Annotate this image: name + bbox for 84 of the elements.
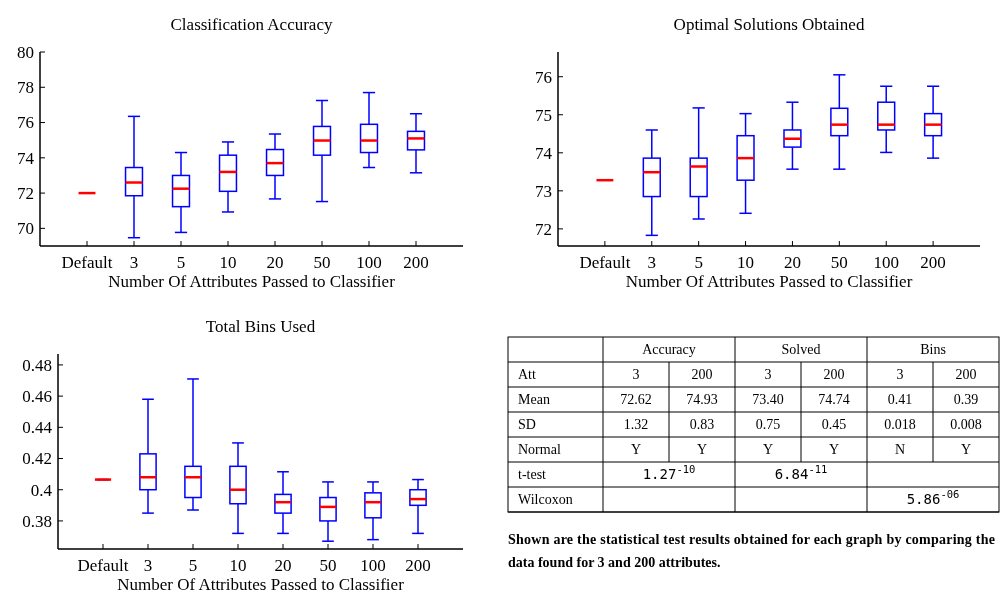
x-tick-label: Default	[77, 556, 129, 575]
y-tick-label: 80	[17, 42, 34, 62]
text: 3	[896, 367, 904, 383]
category-label: SD	[518, 417, 536, 433]
x-tick-label: 20	[783, 253, 801, 272]
text: 0.83	[689, 417, 715, 433]
y-tick-label: 74	[535, 143, 553, 163]
x-tick-label: 10	[219, 253, 237, 272]
text: 0.45	[821, 417, 847, 433]
text: 0.008	[950, 417, 982, 433]
x-tick-label: 100	[356, 253, 382, 272]
x-tick-label: 100	[360, 556, 386, 575]
text: 200	[823, 367, 845, 383]
y-tick-label: 72	[17, 184, 34, 204]
category-label: Mean	[518, 392, 550, 408]
y-tick-label: 0.38	[22, 511, 52, 531]
text: Y	[960, 442, 972, 458]
y-tick-label: 76	[17, 113, 34, 133]
x-tick-label: 5	[188, 556, 198, 575]
x-tick-label: 200	[403, 253, 429, 272]
text: 1.32	[623, 417, 649, 433]
y-tick-label: 78	[17, 78, 34, 98]
y-tick-label: 74	[17, 148, 35, 168]
y-tick-label: 70	[17, 219, 34, 239]
text: 3	[632, 367, 640, 383]
x-tick-label: 200	[920, 253, 946, 272]
text: 74.93	[686, 392, 718, 408]
text: Y	[762, 442, 774, 458]
text: 200	[691, 367, 713, 383]
x-tick-label: 5	[694, 253, 703, 272]
category-label: t-test	[518, 467, 546, 483]
text: 200	[955, 367, 977, 383]
x-tick-label: 5	[176, 253, 186, 272]
x-tick-label: 3	[129, 253, 139, 272]
chart-title: Total Bins Used	[205, 317, 316, 336]
text: Y	[630, 442, 642, 458]
category-label: Accuracy	[642, 342, 696, 358]
text: 0.41	[887, 392, 913, 408]
x-tick-label: 100	[873, 253, 899, 272]
y-tick-label: 0.44	[22, 418, 53, 438]
x-tick-label: Default	[579, 253, 631, 272]
x-tick-label: Default	[61, 253, 113, 272]
x-tick-label: 20	[274, 556, 292, 575]
text: 6.84$^{-11}$	[774, 463, 828, 483]
x-tick-label: 50	[830, 253, 848, 272]
y-tick-label: 72	[535, 219, 552, 239]
text: Y	[828, 442, 840, 458]
chart-title: Optimal Solutions Obtained	[673, 15, 865, 34]
x-axis-title: Number Of Attributes Passed to Classifier	[108, 272, 396, 291]
x-tick-label: 3	[647, 253, 657, 272]
x-axis-title: Number Of Attributes Passed to Classifier	[117, 575, 405, 594]
x-tick-label: 3	[143, 556, 153, 575]
text: 0.39	[953, 392, 979, 408]
text: 73.40	[752, 392, 784, 408]
y-tick-label: 0.42	[22, 449, 52, 469]
y-tick-label: 0.4	[30, 480, 53, 500]
category-label: Normal	[518, 442, 561, 458]
y-tick-label: 0.46	[22, 387, 52, 407]
text: 3	[764, 367, 772, 383]
y-tick-label: 73	[535, 181, 552, 201]
text: Y	[696, 442, 708, 458]
y-tick-label: 75	[535, 105, 552, 125]
y-tick-label: 76	[535, 67, 552, 87]
text: Shown are the statistical test results obtained for each graph by comparing the data found for 3 and 200 attributes.	[508, 532, 995, 570]
text: N	[894, 442, 906, 458]
x-tick-label: 20	[266, 253, 284, 272]
text: 72.62	[620, 392, 652, 408]
x-tick-label: 10	[229, 556, 247, 575]
text: 1.27$^{-10}$	[642, 463, 696, 483]
category-label: Att	[518, 367, 536, 383]
x-tick-label: 200	[405, 556, 431, 575]
category-label: Bins	[920, 342, 946, 358]
x-tick-label: 50	[313, 253, 331, 272]
category-label: Solved	[781, 342, 821, 358]
text: 0.75	[755, 417, 781, 433]
x-axis-title: Number Of Attributes Passed to Classifier	[625, 272, 913, 291]
x-tick-label: 50	[319, 556, 337, 575]
x-tick-label: 10	[737, 253, 755, 272]
y-tick-label: 0.48	[22, 355, 52, 375]
category-label: Wilcoxon	[518, 492, 573, 508]
text: 74.74	[818, 392, 850, 408]
chart-title: Classification Accuracy	[170, 15, 333, 34]
text: 0.018	[884, 417, 916, 433]
text: 5.86$^{-06}$	[906, 488, 960, 508]
